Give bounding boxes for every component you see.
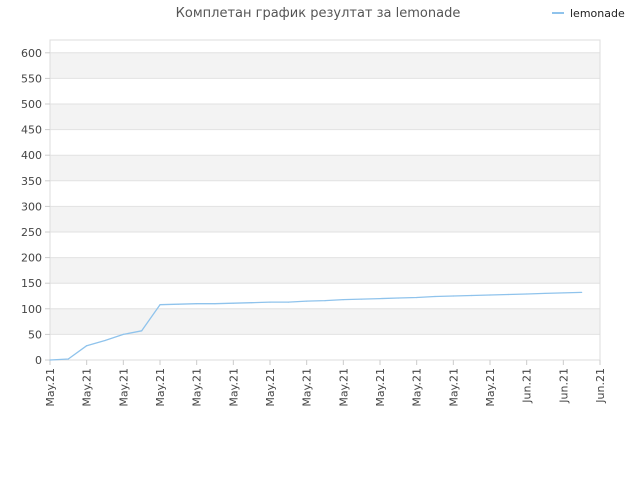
data-point [67, 358, 69, 360]
data-point [397, 297, 399, 299]
data-point [104, 339, 106, 342]
x-tick-label: May.21 [337, 368, 350, 407]
data-point [544, 292, 546, 295]
grid-band [50, 308, 600, 335]
plot-border [49, 39, 601, 361]
data-point [489, 294, 491, 296]
y-tick-label: 550 [21, 72, 42, 85]
grid-bands [50, 52, 600, 335]
x-tick-label: May.21 [374, 368, 387, 407]
x-tick-label: May.21 [191, 368, 204, 407]
data-point [269, 301, 271, 303]
data-point [434, 295, 436, 298]
y-tick-label: 50 [28, 328, 42, 341]
grid-band [50, 155, 600, 181]
x-axis: May.21 May.21 May.21 May.21 May.21 May.21 May.… [44, 360, 607, 407]
data-point [86, 345, 88, 347]
data-point [324, 300, 326, 302]
data-point [251, 302, 253, 304]
series-lemonade [49, 291, 583, 361]
data-point [416, 296, 418, 299]
y-tick-label: 200 [21, 252, 42, 265]
data-point [159, 304, 161, 306]
grid-band [50, 257, 600, 284]
data-point [306, 300, 308, 302]
y-tick-label: 100 [21, 303, 42, 316]
x-tick-label: Jun.21 [594, 368, 607, 404]
series-line [49, 291, 582, 361]
x-tick-label: May.21 [154, 368, 167, 407]
chart-title: Комплетан график резултат за lemonade [176, 6, 461, 21]
x-tick-label: May.21 [301, 368, 314, 407]
data-point [562, 292, 564, 294]
y-tick-label: 600 [21, 47, 42, 60]
grid-band [50, 52, 600, 79]
y-axis: 0 50 100 150 200 250 300 350 400 450 500 550 600 [21, 47, 50, 367]
x-tick-label: Jun.21 [521, 368, 534, 404]
y-tick-label: 400 [21, 149, 42, 162]
data-point [49, 359, 51, 361]
x-tick-label: May.21 [264, 368, 277, 407]
data-point [141, 330, 143, 332]
y-tick-label: 300 [21, 200, 42, 213]
x-tick-label: May.21 [227, 368, 240, 407]
x-tick-label: May.21 [44, 368, 57, 407]
y-tick-label: 0 [35, 354, 42, 367]
data-point [581, 291, 583, 294]
data-point [452, 295, 454, 297]
x-tick-label: May.21 [81, 368, 94, 407]
x-tick-label: May.21 [411, 368, 424, 407]
grid-band [50, 104, 600, 130]
y-tick-label: 350 [21, 175, 42, 188]
legend-label: lemonade [570, 7, 625, 20]
data-point [287, 301, 289, 303]
x-tick-label: May.21 [447, 368, 460, 407]
data-point [379, 297, 381, 300]
x-tick-label: May.21 [484, 368, 497, 407]
data-point [342, 298, 344, 301]
legend: lemonade [552, 7, 625, 20]
y-tick-label: 500 [21, 98, 42, 111]
data-point [526, 293, 528, 295]
x-tick-label: Jun.21 [557, 368, 570, 404]
data-point [214, 303, 216, 305]
grid-band [50, 206, 600, 232]
grid-lines [50, 52, 600, 361]
data-point [471, 294, 473, 297]
x-tick-label: May.21 [117, 368, 130, 407]
data-point [122, 333, 124, 335]
data-point [177, 303, 179, 305]
data-point [507, 293, 509, 296]
y-tick-label: 250 [21, 226, 42, 239]
y-tick-label: 450 [21, 124, 42, 137]
data-point [232, 302, 234, 304]
y-tick-label: 150 [21, 277, 42, 290]
data-point [196, 303, 198, 305]
data-point [361, 298, 363, 300]
